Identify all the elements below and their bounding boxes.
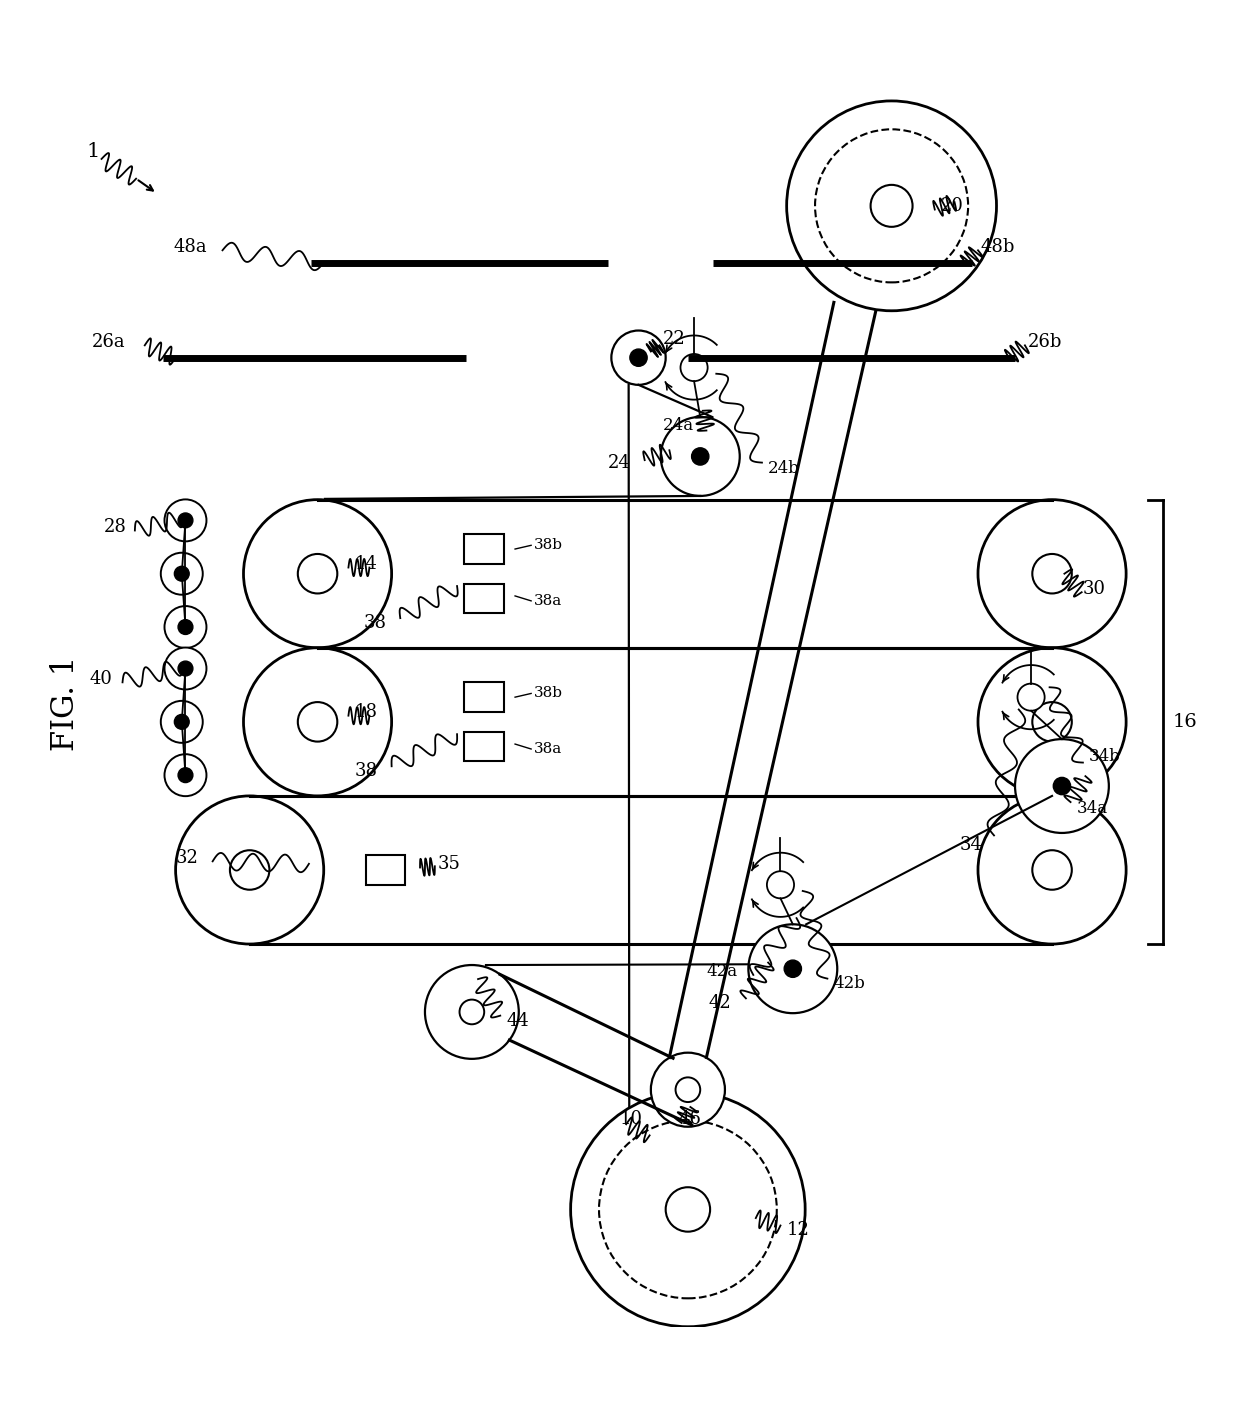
Text: 16: 16 (1173, 712, 1198, 731)
Text: 44: 44 (506, 1012, 529, 1030)
Text: 22: 22 (663, 331, 686, 348)
Circle shape (978, 499, 1126, 648)
Text: 38b: 38b (533, 538, 563, 552)
Circle shape (179, 514, 193, 528)
Bar (465, 583, 503, 613)
Circle shape (460, 999, 484, 1025)
Text: 10: 10 (620, 1110, 644, 1128)
Circle shape (229, 850, 269, 890)
Circle shape (630, 349, 647, 366)
Circle shape (175, 566, 190, 582)
Circle shape (1016, 739, 1109, 833)
Circle shape (1033, 702, 1071, 742)
Circle shape (176, 796, 324, 944)
Circle shape (1033, 553, 1071, 593)
Text: 30: 30 (1083, 579, 1106, 597)
Text: 32: 32 (176, 849, 198, 867)
Text: 48a: 48a (174, 237, 207, 255)
Text: 38: 38 (355, 762, 378, 780)
Circle shape (815, 129, 968, 282)
Text: 34: 34 (960, 836, 982, 854)
Circle shape (570, 1093, 805, 1327)
Text: 48b: 48b (981, 237, 1014, 255)
Circle shape (179, 768, 193, 783)
Text: 24b: 24b (768, 460, 800, 477)
Text: 18: 18 (355, 702, 378, 721)
Circle shape (784, 961, 801, 978)
Circle shape (165, 753, 207, 796)
Circle shape (175, 714, 190, 729)
Circle shape (165, 499, 207, 542)
Circle shape (978, 648, 1126, 796)
Circle shape (1018, 684, 1044, 711)
Text: 34b: 34b (1089, 748, 1121, 765)
Circle shape (161, 701, 203, 742)
Circle shape (766, 871, 794, 898)
Text: 38b: 38b (533, 687, 563, 701)
Text: 24a: 24a (663, 417, 694, 434)
Circle shape (681, 353, 708, 382)
Circle shape (870, 184, 913, 227)
Text: 14: 14 (355, 555, 377, 573)
Bar (465, 732, 503, 762)
Text: 1: 1 (87, 142, 100, 160)
Circle shape (165, 606, 207, 648)
Circle shape (692, 448, 709, 465)
Text: 26a: 26a (92, 332, 125, 350)
Text: 42: 42 (709, 995, 732, 1012)
Text: 24: 24 (608, 454, 630, 471)
Text: 35: 35 (438, 854, 460, 873)
Text: 20: 20 (941, 197, 963, 214)
Text: 28: 28 (104, 518, 126, 536)
Circle shape (651, 1053, 725, 1127)
Circle shape (1053, 778, 1070, 795)
Circle shape (179, 661, 193, 675)
Circle shape (243, 648, 392, 796)
Circle shape (1033, 850, 1071, 890)
Circle shape (165, 647, 207, 690)
Circle shape (425, 965, 518, 1059)
Text: 40: 40 (89, 670, 112, 688)
Text: 46: 46 (678, 1110, 701, 1128)
Circle shape (676, 1077, 701, 1103)
Circle shape (749, 924, 837, 1013)
Circle shape (243, 499, 392, 648)
Circle shape (611, 331, 666, 385)
Circle shape (298, 553, 337, 593)
Bar (465, 534, 503, 563)
Text: 12: 12 (786, 1222, 810, 1239)
Circle shape (599, 1121, 776, 1298)
Circle shape (298, 702, 337, 742)
Text: 38: 38 (363, 614, 386, 631)
Text: 26b: 26b (1028, 332, 1061, 350)
Text: 34a: 34a (1076, 800, 1107, 817)
Text: 38a: 38a (533, 742, 562, 756)
Bar (465, 683, 503, 712)
Text: 38a: 38a (533, 595, 562, 607)
Circle shape (161, 553, 203, 595)
Text: 42b: 42b (833, 975, 866, 992)
Text: FIG. 1: FIG. 1 (50, 656, 81, 751)
Circle shape (179, 620, 193, 634)
Circle shape (661, 417, 740, 497)
Bar (366, 856, 405, 885)
Circle shape (666, 1188, 711, 1232)
Circle shape (786, 101, 997, 311)
Text: 42a: 42a (707, 962, 738, 979)
Circle shape (978, 796, 1126, 944)
